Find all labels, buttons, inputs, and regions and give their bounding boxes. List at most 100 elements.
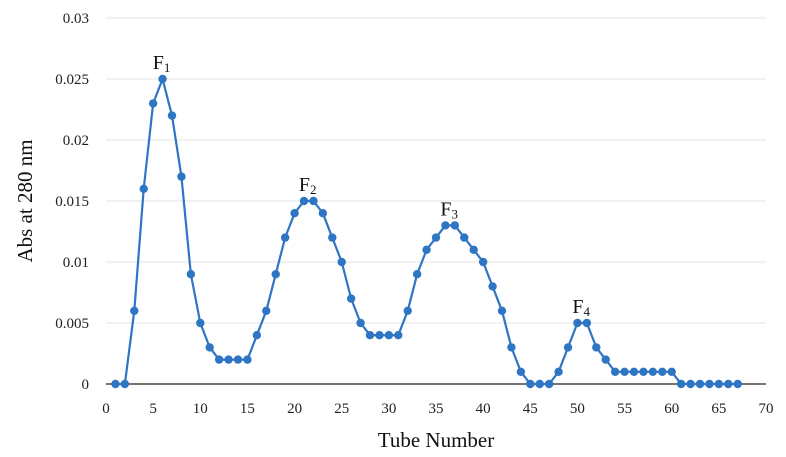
x-tick-label: 25: [334, 401, 349, 417]
data-point: [629, 367, 639, 376]
data-point: [422, 245, 431, 254]
data-point: [478, 257, 488, 267]
data-point: [243, 355, 252, 364]
y-tick-label: 0.015: [55, 194, 89, 210]
data-point: [639, 367, 648, 376]
series-line: [115, 77, 738, 386]
x-tick-labels: 0 5 10 15 20 25 30 35 40 45 50 55 60 65 70: [102, 401, 773, 417]
data-point: [724, 379, 733, 389]
data-point: [177, 172, 186, 181]
data-point: [186, 270, 196, 279]
data-point: [535, 379, 544, 389]
data-point: [148, 99, 158, 108]
data-point: [620, 367, 629, 376]
data-point: [346, 294, 356, 303]
data-point: [214, 355, 224, 364]
data-points: [111, 74, 742, 389]
data-point: [196, 318, 205, 328]
y-tick-label: 0: [82, 377, 90, 393]
data-point: [516, 367, 526, 376]
x-tick-label: 45: [523, 401, 538, 417]
data-point: [233, 355, 243, 364]
data-point: [252, 331, 262, 340]
x-tick-label: 55: [617, 401, 632, 417]
data-point: [280, 233, 290, 242]
y-tick-label: 0.02: [63, 133, 89, 149]
data-point: [365, 331, 375, 340]
data-point: [497, 306, 507, 315]
x-tick-label: 65: [711, 401, 726, 417]
data-point: [714, 379, 724, 389]
peak-label: F2: [299, 174, 317, 197]
data-point: [610, 367, 620, 376]
data-point: [167, 111, 177, 120]
x-tick-label: 35: [429, 401, 444, 417]
data-point: [384, 331, 394, 340]
y-tick-label: 0.005: [55, 316, 89, 332]
data-point: [299, 196, 309, 206]
data-point: [375, 331, 384, 340]
data-point: [667, 367, 676, 376]
data-point: [111, 379, 120, 389]
data-point: [601, 355, 610, 364]
gridlines: [106, 17, 766, 324]
data-point: [544, 379, 554, 389]
peak-label: F4: [572, 296, 590, 319]
data-point: [139, 184, 148, 193]
data-point: [224, 355, 233, 364]
peak-annotations: F1 F2 F3 F4: [153, 52, 591, 319]
data-point: [705, 379, 714, 389]
data-point: [686, 379, 695, 389]
y-tick-label: 0.01: [63, 255, 89, 271]
x-tick-label: 15: [240, 401, 255, 417]
data-point: [441, 221, 450, 230]
data-point: [328, 233, 337, 242]
x-tick-label: 30: [381, 401, 396, 417]
x-tick-label: 5: [149, 401, 157, 417]
data-point: [554, 367, 563, 376]
data-point: [488, 282, 497, 291]
data-point: [526, 379, 535, 389]
data-point: [120, 379, 130, 389]
data-point: [412, 270, 422, 279]
y-tick-labels: 0 0.005 0.01 0.015 0.02 0.025 0.03: [55, 11, 89, 393]
peak-label: F3: [440, 198, 458, 221]
data-point: [676, 379, 686, 389]
x-tick-label: 70: [759, 401, 774, 417]
data-point: [450, 221, 460, 230]
data-point: [648, 367, 658, 376]
x-tick-label: 40: [476, 401, 491, 417]
data-point: [356, 318, 365, 328]
x-tick-label: 50: [570, 401, 585, 417]
x-tick-label: 20: [287, 401, 302, 417]
data-point: [573, 318, 582, 328]
y-axis-title: Abs at 280 nm: [13, 139, 37, 262]
data-point: [403, 306, 412, 315]
data-point: [130, 306, 139, 315]
data-point: [507, 343, 516, 352]
data-point: [592, 343, 601, 352]
x-tick-label: 0: [102, 401, 110, 417]
data-point: [290, 209, 299, 218]
data-point: [431, 233, 441, 242]
x-axis-title: Tube Number: [378, 428, 494, 452]
peak-label: F1: [153, 52, 171, 75]
data-point: [733, 379, 742, 389]
data-point: [469, 245, 478, 254]
data-point: [337, 257, 346, 267]
data-point: [460, 233, 469, 242]
x-tick-label: 10: [193, 401, 208, 417]
data-point: [695, 379, 705, 389]
data-point: [205, 343, 214, 352]
y-tick-label: 0.03: [63, 11, 89, 27]
x-tick-label: 60: [664, 401, 679, 417]
data-point: [271, 270, 280, 279]
data-point: [563, 343, 573, 352]
data-point: [658, 367, 667, 376]
data-point: [394, 331, 403, 340]
y-tick-label: 0.025: [55, 72, 89, 88]
data-point: [158, 74, 167, 84]
data-point: [262, 306, 271, 315]
data-point: [318, 209, 328, 218]
